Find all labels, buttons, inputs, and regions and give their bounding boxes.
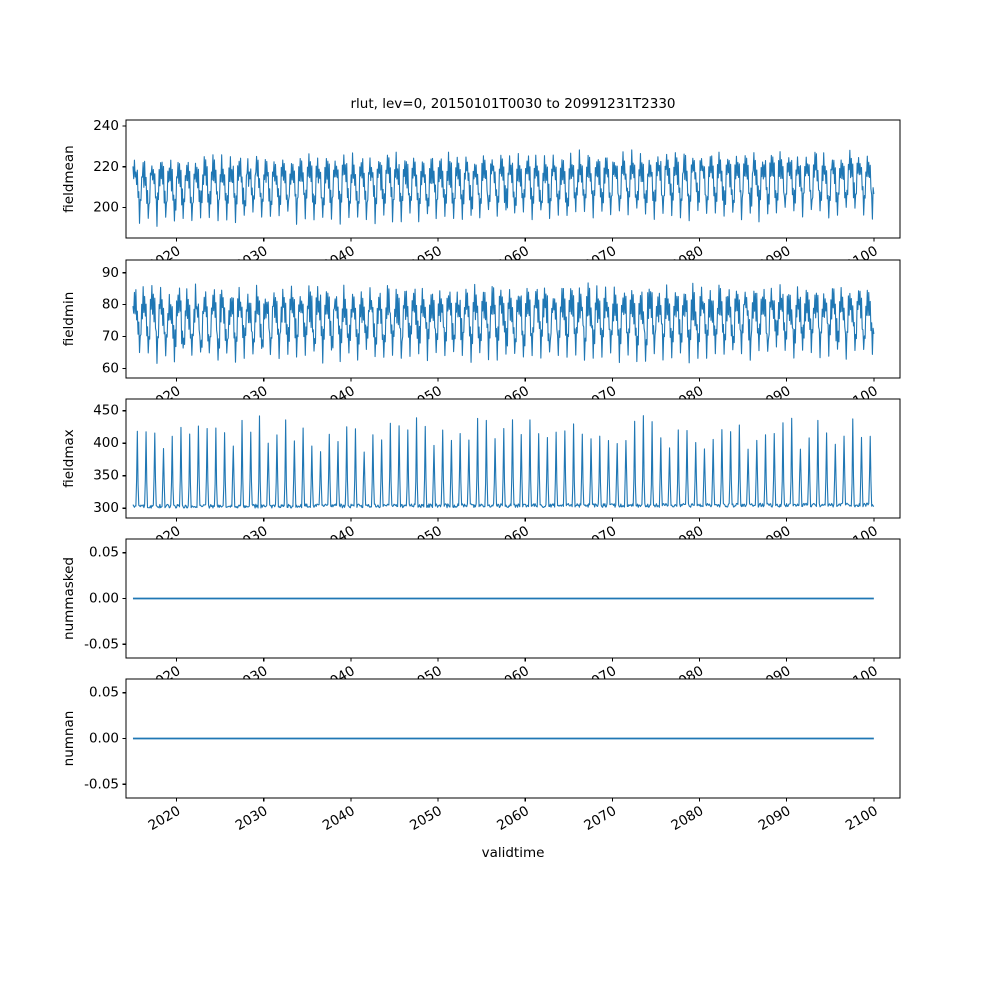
subplot-fieldmin: 2020 2030 2040 2050 2060 2070 2080 2090 21006070… xyxy=(61,259,901,414)
y-tick-label: 400 xyxy=(93,435,119,451)
y-tick-label: 350 xyxy=(93,468,119,484)
y-axis-label-nummasked: nummasked xyxy=(61,557,77,640)
y-tick-label: -0.05 xyxy=(84,776,119,792)
axes-frame-fieldmin xyxy=(125,259,901,379)
y-axis-label-fieldmax: fieldmax xyxy=(61,429,77,488)
page-title: rlut, lev=0, 20150101T0030 to 20991231T2… xyxy=(350,96,675,112)
y-tick-label: 200 xyxy=(93,199,119,215)
y-tick-label: 240 xyxy=(93,118,119,134)
y-tick-label: 0.05 xyxy=(89,545,119,561)
axes-frame-fieldmean xyxy=(125,119,901,239)
y-tick-label: 90 xyxy=(102,265,119,281)
y-tick-label: 0.00 xyxy=(89,731,119,747)
series-fieldmax xyxy=(132,415,875,509)
y-axis-label-fieldmin: fieldmin xyxy=(61,292,77,347)
subplot-stack: 2020 2030 2040 2050 2060 2070 2080 2090 21002002… xyxy=(61,118,901,834)
y-tick-label: 0.05 xyxy=(89,685,119,701)
y-tick-label: -0.05 xyxy=(84,636,119,652)
subplot-nummasked: 2020 2030 2040 2050 2060 2070 2080 2090 2100-0.0… xyxy=(61,538,901,694)
y-tick-label: 450 xyxy=(93,403,119,419)
y-tick-label: 80 xyxy=(102,297,119,313)
y-tick-label: 60 xyxy=(102,360,119,376)
series-fieldmean xyxy=(132,149,875,227)
subplot-numnan: 2020 2030 2040 2050 2060 2070 2080 2090 2100-0.0… xyxy=(61,678,901,834)
y-tick-label: 300 xyxy=(93,500,119,516)
subplot-fieldmax: 2020 2030 2040 2050 2060 2070 2080 2090 21003003… xyxy=(61,398,901,554)
y-tick-label: 0.00 xyxy=(89,591,119,607)
y-tick-label: 70 xyxy=(102,329,119,345)
series-fieldmin xyxy=(132,282,875,364)
y-axis-label-fieldmean: fieldmean xyxy=(61,145,77,212)
x-axis-label: validtime xyxy=(482,845,545,861)
y-axis-label-numnan: numnan xyxy=(61,711,77,767)
y-tick-label: 220 xyxy=(93,159,119,175)
axes-frame-fieldmax xyxy=(125,398,901,519)
